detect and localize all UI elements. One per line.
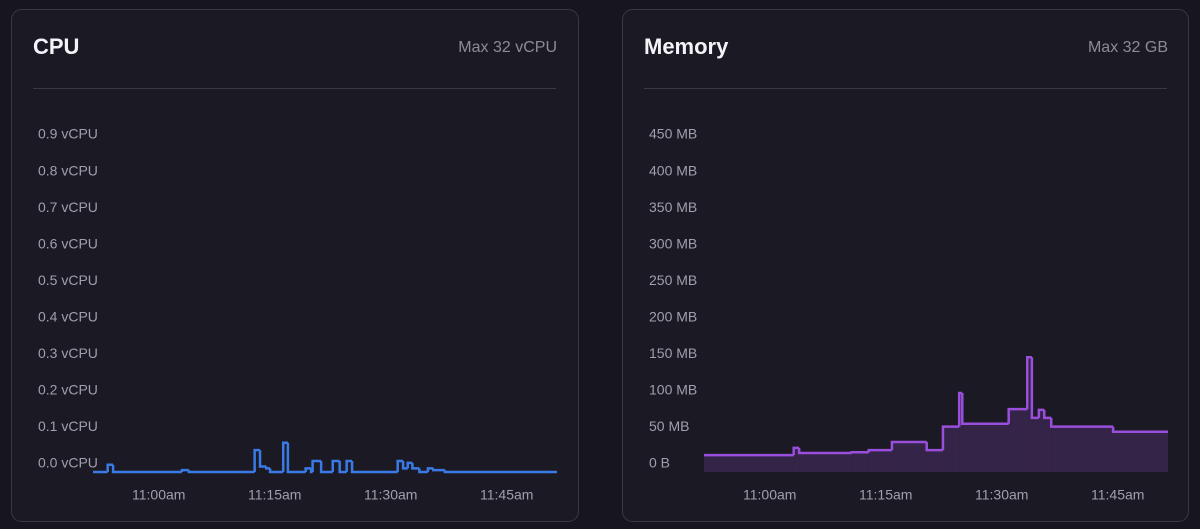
area-segment — [704, 455, 794, 472]
y-tick-label: 200 MB — [649, 308, 697, 324]
area-segment — [1027, 357, 1032, 472]
line-segment — [345, 459, 353, 472]
chart-subtitle: Max 32 vCPU — [458, 39, 557, 56]
y-tick-label: 0.5 vCPU — [38, 272, 98, 288]
line-segment — [111, 464, 182, 474]
chart-title: Memory — [644, 34, 729, 59]
y-tick-label: 0.7 vCPU — [38, 199, 98, 215]
line-segment — [286, 442, 306, 474]
line-segment — [1111, 426, 1168, 434]
area-segment — [868, 450, 892, 472]
y-tick-label: 450 MB — [649, 126, 697, 142]
line-segment — [1030, 357, 1039, 420]
line-segment — [258, 450, 267, 468]
area-segment — [891, 442, 927, 472]
line-segment — [1037, 408, 1045, 418]
x-tick-label: 11:15am — [248, 487, 301, 503]
line-segment — [401, 461, 408, 470]
line-segment — [304, 467, 312, 472]
chart-title: CPU — [33, 34, 79, 59]
line-segment — [1043, 409, 1052, 420]
line-segment — [797, 447, 852, 455]
x-tick-label: 11:45am — [480, 487, 533, 503]
line-segment — [331, 459, 340, 472]
line-segment — [925, 442, 943, 452]
line-segment — [890, 440, 927, 451]
area-segment — [793, 447, 800, 472]
x-tick-label: 11:30am — [364, 487, 417, 503]
line-segment — [411, 462, 420, 470]
chart-subtitle: Max 32 GB — [1088, 39, 1168, 56]
line-segment — [961, 393, 1009, 425]
line-segment — [180, 468, 189, 472]
memory-card — [622, 9, 1189, 522]
line-segment — [1049, 417, 1114, 428]
y-tick-label: 350 MB — [649, 199, 697, 215]
line-segment — [319, 461, 333, 474]
y-tick-label: 0.4 vCPU — [38, 308, 98, 324]
line-segment — [187, 470, 255, 474]
line-segment — [338, 461, 347, 474]
line-segment — [106, 463, 114, 472]
y-tick-label: 400 MB — [649, 162, 697, 178]
line-segment — [311, 459, 322, 472]
area-segment — [1008, 409, 1028, 472]
line-segment — [406, 461, 413, 469]
y-tick-label: 0.3 vCPU — [38, 345, 98, 361]
line-segment — [396, 459, 404, 472]
y-tick-label: 150 MB — [649, 345, 697, 361]
line-segment — [443, 470, 557, 474]
line-segment — [426, 467, 434, 472]
area-segment — [851, 452, 869, 472]
y-tick-label: 0.6 vCPU — [38, 235, 98, 251]
area-segment — [1113, 431, 1168, 472]
line-segment — [268, 468, 284, 474]
line-segment — [1026, 355, 1032, 410]
y-tick-label: 0.9 vCPU — [38, 126, 98, 142]
x-tick-label: 11:15am — [859, 487, 912, 503]
area-segment — [926, 450, 943, 472]
line-segment — [432, 468, 445, 472]
line-segment — [941, 425, 960, 451]
area-segment — [799, 452, 852, 472]
line-segment — [867, 448, 892, 453]
area-segment — [1031, 417, 1039, 472]
line-segment — [792, 446, 800, 456]
cpu-card — [11, 9, 579, 522]
x-tick-label: 11:00am — [132, 487, 185, 503]
area-segment — [1051, 426, 1114, 472]
line-segment — [1007, 407, 1028, 424]
y-tick-label: 100 MB — [649, 382, 697, 398]
y-tick-label: 300 MB — [649, 235, 697, 251]
area-segment — [1038, 409, 1045, 472]
area-segment — [942, 426, 960, 472]
line-segment — [850, 451, 869, 454]
y-tick-label: 0.1 vCPU — [38, 418, 98, 434]
area-segment — [962, 423, 1009, 472]
x-tick-label: 11:00am — [743, 487, 796, 503]
line-segment — [350, 461, 398, 474]
x-tick-label: 11:45am — [1091, 487, 1144, 503]
line-segment — [281, 441, 288, 472]
line-segment — [418, 468, 428, 474]
y-tick-label: 0.2 vCPU — [38, 382, 98, 398]
line-segment — [253, 448, 261, 472]
y-tick-label: 50 MB — [649, 418, 689, 434]
x-tick-label: 11:30am — [975, 487, 1028, 503]
area-segment — [959, 393, 963, 472]
area-segment — [1044, 417, 1052, 472]
y-tick-label: 0 B — [649, 455, 670, 471]
y-tick-label: 0.0 vCPU — [38, 455, 98, 471]
line-segment — [264, 466, 271, 470]
y-tick-label: 0.8 vCPU — [38, 162, 98, 178]
y-tick-label: 250 MB — [649, 272, 697, 288]
